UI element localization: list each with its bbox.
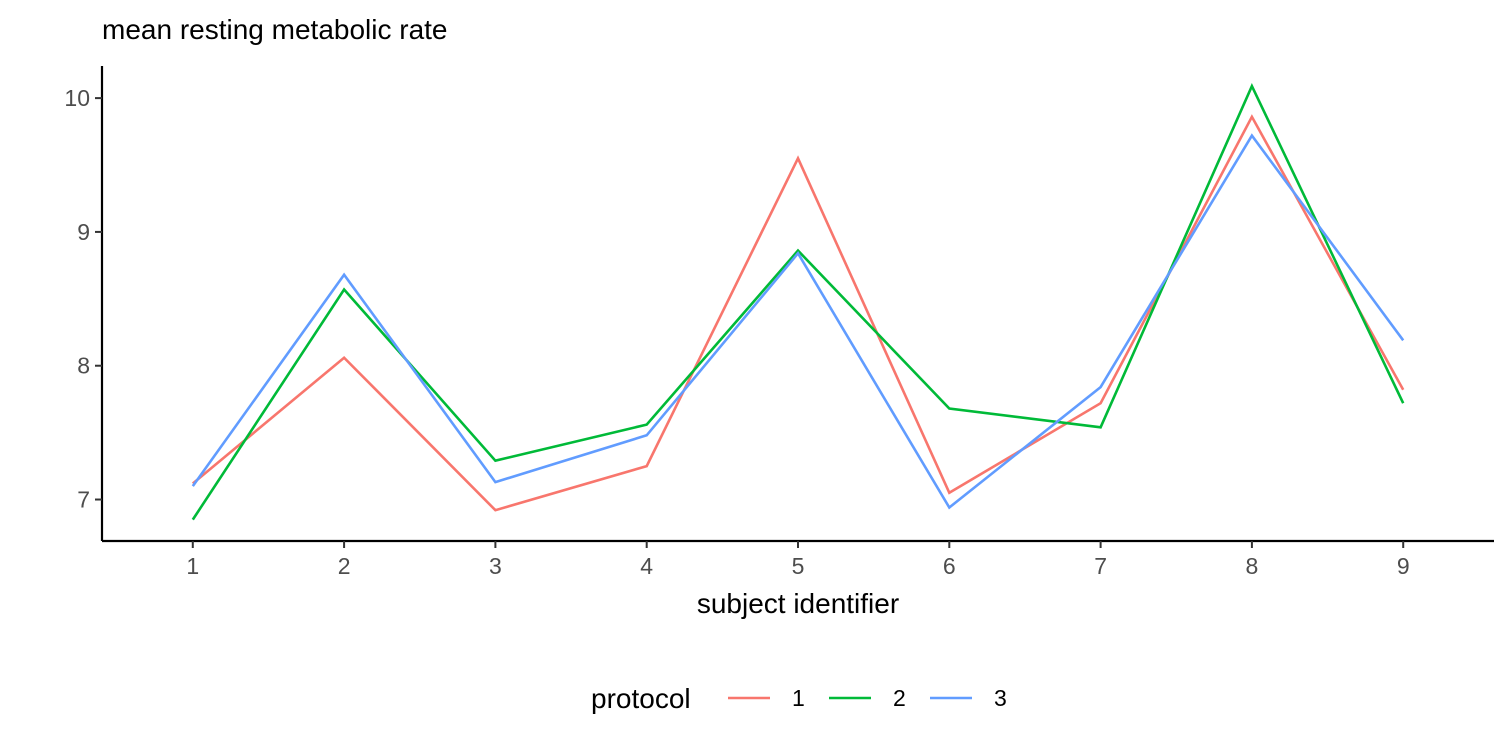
x-tick-label: 5 (792, 553, 805, 579)
legend-label-protocol-3: 3 (994, 685, 1007, 711)
x-tick-label: 4 (640, 553, 653, 579)
series-line-protocol-2 (191, 82, 1405, 521)
x-tick-label: 6 (943, 553, 956, 579)
plot-area: 7 8 9 10 1 2 3 4 5 6 7 8 9 (64, 66, 1494, 579)
y-tick-label: 10 (64, 85, 90, 111)
chart-title: mean resting metabolic rate (102, 14, 448, 45)
x-tick-label: 2 (338, 553, 351, 579)
y-axis-ticks: 7 8 9 10 (64, 85, 102, 513)
series-line-protocol-1 (191, 114, 1405, 512)
x-tick-label: 7 (1094, 553, 1107, 579)
y-tick-label: 8 (77, 353, 90, 379)
legend-label-protocol-1: 1 (792, 685, 805, 711)
legend-title: protocol (591, 683, 691, 714)
legend-label-protocol-2: 2 (893, 685, 906, 711)
series-line-protocol-3 (191, 133, 1405, 510)
x-tick-label: 9 (1397, 553, 1410, 579)
series-layer (191, 82, 1405, 521)
x-tick-label: 3 (489, 553, 502, 579)
x-tick-label: 8 (1246, 553, 1259, 579)
y-tick-label: 9 (77, 219, 90, 245)
x-axis-ticks: 1 2 3 4 5 6 7 8 9 (186, 541, 1410, 579)
x-tick-label: 1 (186, 553, 199, 579)
x-axis-title: subject identifier (697, 588, 899, 619)
legend-items: 1 2 3 (728, 685, 1007, 711)
y-tick-label: 7 (77, 487, 90, 513)
legend: protocol 1 2 3 (591, 683, 1007, 714)
